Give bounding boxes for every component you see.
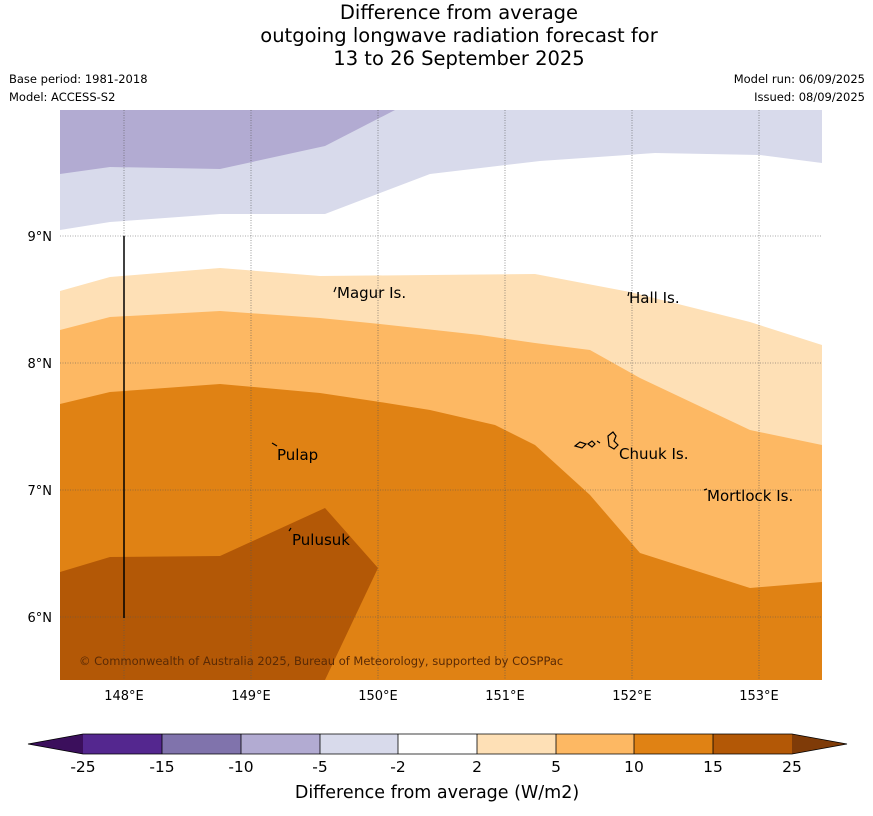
colorbar-bin-m25-m15 [83, 734, 162, 754]
colorbar-tick-5: 5 [551, 758, 561, 776]
lat-label-7n: 7°N [28, 484, 53, 499]
colorbar-arrow-low [28, 734, 83, 754]
colorbar-bin-10-15 [634, 734, 713, 754]
lon-label-150e: 150°E [358, 689, 398, 704]
model-name: Model: ACCESS-S2 [9, 90, 116, 104]
place-hall: Hall Is. [629, 289, 680, 307]
colorbar-bin-15-25 [713, 734, 792, 754]
lon-label-149e: 149°E [231, 689, 271, 704]
island-hall [627, 291, 630, 297]
island-mortlock [703, 488, 708, 491]
meta-left: Base period: 1981-2018 Model: ACCESS-S2 [9, 70, 148, 106]
title-line-2: outgoing longwave radiation forecast for [260, 24, 658, 47]
lat-label-8n: 8°N [28, 357, 53, 372]
island-pulap [271, 442, 278, 447]
colorbar-tick-m2: -2 [390, 758, 405, 776]
base-period: Base period: 1981-2018 [9, 72, 148, 86]
copyright-note: © Commonwealth of Australia 2025, Bureau… [79, 654, 563, 668]
band-15-25 [60, 508, 378, 680]
lon-label-151e: 151°E [485, 689, 525, 704]
title-line-1: Difference from average [339, 1, 579, 24]
colorbar [27, 733, 848, 755]
lat-label-9n: 9°N [28, 230, 53, 245]
colorbar-bin-m5-m2 [320, 734, 398, 754]
model-run: Model run: 06/09/2025 [733, 72, 865, 86]
contour-fill [60, 110, 822, 680]
colorbar-label: Difference from average (W/m2) [295, 783, 579, 803]
band-m10-m5 [60, 110, 395, 174]
place-mortlock: Mortlock Is. [707, 487, 793, 505]
place-chuuk: Chuuk Is. [619, 445, 688, 463]
colorbar-bin-m15-m10 [162, 734, 241, 754]
colorbar-tick-m10: -10 [228, 758, 253, 776]
island-shapes [271, 286, 708, 532]
island-pulusuk [288, 527, 292, 532]
lon-label-152e: 152°E [612, 689, 652, 704]
lon-label-153e: 153°E [739, 689, 779, 704]
colorbar-tick-m15: -15 [149, 758, 174, 776]
colorbar-bin-m10-m5 [241, 734, 320, 754]
lon-label-148e: 148°E [104, 689, 144, 704]
island-magur [333, 286, 337, 293]
colorbar-bin-5-10 [556, 734, 634, 754]
colorbar-tick-15: 15 [703, 758, 723, 776]
colorbar-tick-m5: -5 [312, 758, 327, 776]
colorbar-tick-2: 2 [472, 758, 482, 776]
place-pulap: Pulap [277, 446, 318, 464]
title-line-3: 13 to 26 September 2025 [333, 47, 585, 70]
colorbar-arrow-high [792, 734, 847, 754]
colorbar-bin-2-5 [477, 734, 556, 754]
colorbar-tick-m25: -25 [70, 758, 95, 776]
colorbar-bin-m2-2 [398, 734, 477, 754]
colorbar-tick-10: 10 [624, 758, 644, 776]
place-magur: Magur Is. [337, 284, 406, 302]
place-pulusuk: Pulusuk [292, 531, 350, 549]
island-chuuk [573, 431, 619, 450]
lat-label-6n: 6°N [28, 611, 53, 626]
issued-date: Issued: 08/09/2025 [754, 90, 865, 104]
meta-right: Model run: 06/09/2025 Issued: 08/09/2025 [734, 70, 865, 106]
colorbar-tick-25: 25 [782, 758, 802, 776]
